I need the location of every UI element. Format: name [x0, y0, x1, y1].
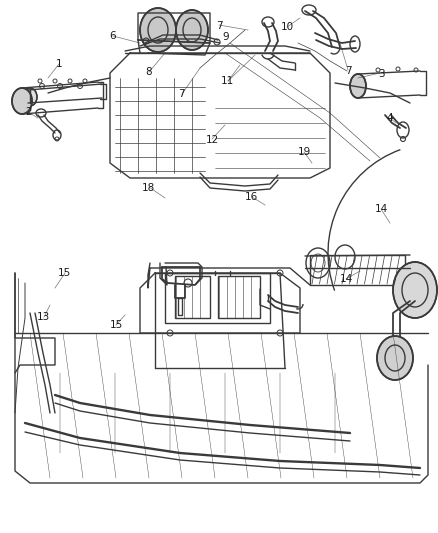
Ellipse shape: [176, 10, 208, 50]
Bar: [165, 273, 270, 323]
Text: 3: 3: [378, 69, 385, 78]
Text: 19: 19: [298, 147, 311, 157]
Text: 7: 7: [178, 90, 185, 99]
Text: 13: 13: [37, 312, 50, 322]
Text: 7: 7: [215, 21, 223, 30]
Text: 16: 16: [245, 192, 258, 202]
Text: 1: 1: [56, 59, 63, 69]
Text: 6: 6: [110, 31, 117, 41]
Ellipse shape: [377, 336, 413, 380]
Ellipse shape: [12, 88, 32, 114]
Ellipse shape: [393, 262, 437, 318]
Text: 9: 9: [222, 33, 229, 42]
Text: 11: 11: [221, 76, 234, 86]
Text: 10: 10: [280, 22, 293, 31]
Ellipse shape: [23, 88, 37, 106]
Text: 4: 4: [386, 114, 393, 123]
Ellipse shape: [350, 74, 366, 98]
Text: 15: 15: [110, 320, 123, 330]
Text: 18: 18: [142, 183, 155, 192]
Text: 8: 8: [145, 67, 152, 77]
Text: 14: 14: [339, 274, 353, 284]
Text: 7: 7: [345, 66, 352, 76]
Bar: [310, 255, 405, 285]
Text: 12: 12: [206, 135, 219, 144]
Text: 14: 14: [374, 204, 388, 214]
Bar: [175, 276, 210, 318]
Text: 2: 2: [25, 107, 32, 117]
Bar: [218, 276, 260, 318]
Text: 15: 15: [58, 269, 71, 278]
Ellipse shape: [140, 8, 176, 52]
